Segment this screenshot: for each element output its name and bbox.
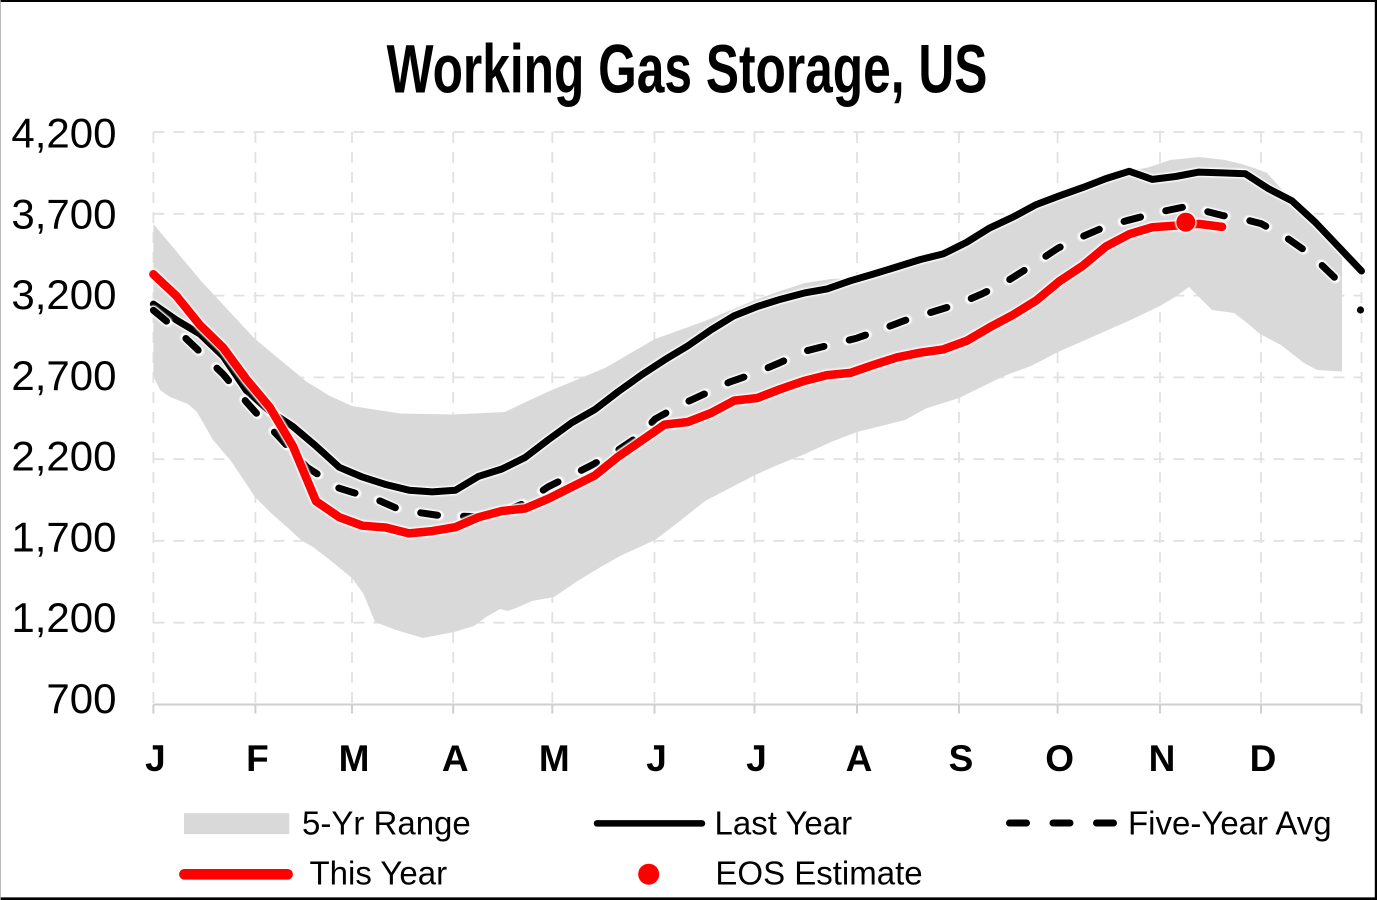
svg-text:D: D: [1250, 738, 1277, 779]
svg-text:3,700: 3,700: [11, 190, 116, 237]
svg-text:Last Year: Last Year: [715, 804, 853, 841]
svg-text:2,200: 2,200: [11, 433, 116, 480]
svg-text:O: O: [1045, 738, 1074, 779]
svg-text:J: J: [145, 738, 166, 779]
svg-text:1,700: 1,700: [11, 513, 116, 560]
svg-text:M: M: [539, 738, 570, 779]
svg-text:N: N: [1149, 738, 1176, 779]
svg-text:A: A: [442, 738, 469, 779]
svg-text:Working Gas Storage, US: Working Gas Storage, US: [387, 31, 988, 108]
svg-text:A: A: [846, 738, 873, 779]
svg-text:J: J: [746, 738, 767, 779]
svg-text:M: M: [339, 738, 370, 779]
svg-text:J: J: [646, 738, 667, 779]
svg-text:5-Yr Range: 5-Yr Range: [302, 804, 471, 841]
svg-text:3,200: 3,200: [11, 271, 116, 318]
svg-text:700: 700: [46, 675, 116, 722]
svg-text:Five-Year Avg: Five-Year Avg: [1128, 804, 1332, 841]
svg-text:EOS Estimate: EOS Estimate: [715, 855, 922, 892]
svg-text:This Year: This Year: [310, 855, 448, 892]
svg-text:1,200: 1,200: [11, 594, 116, 641]
svg-text:2,700: 2,700: [11, 352, 116, 399]
svg-text:F: F: [246, 738, 269, 779]
svg-text:4,200: 4,200: [11, 110, 116, 157]
svg-text:S: S: [949, 738, 974, 779]
